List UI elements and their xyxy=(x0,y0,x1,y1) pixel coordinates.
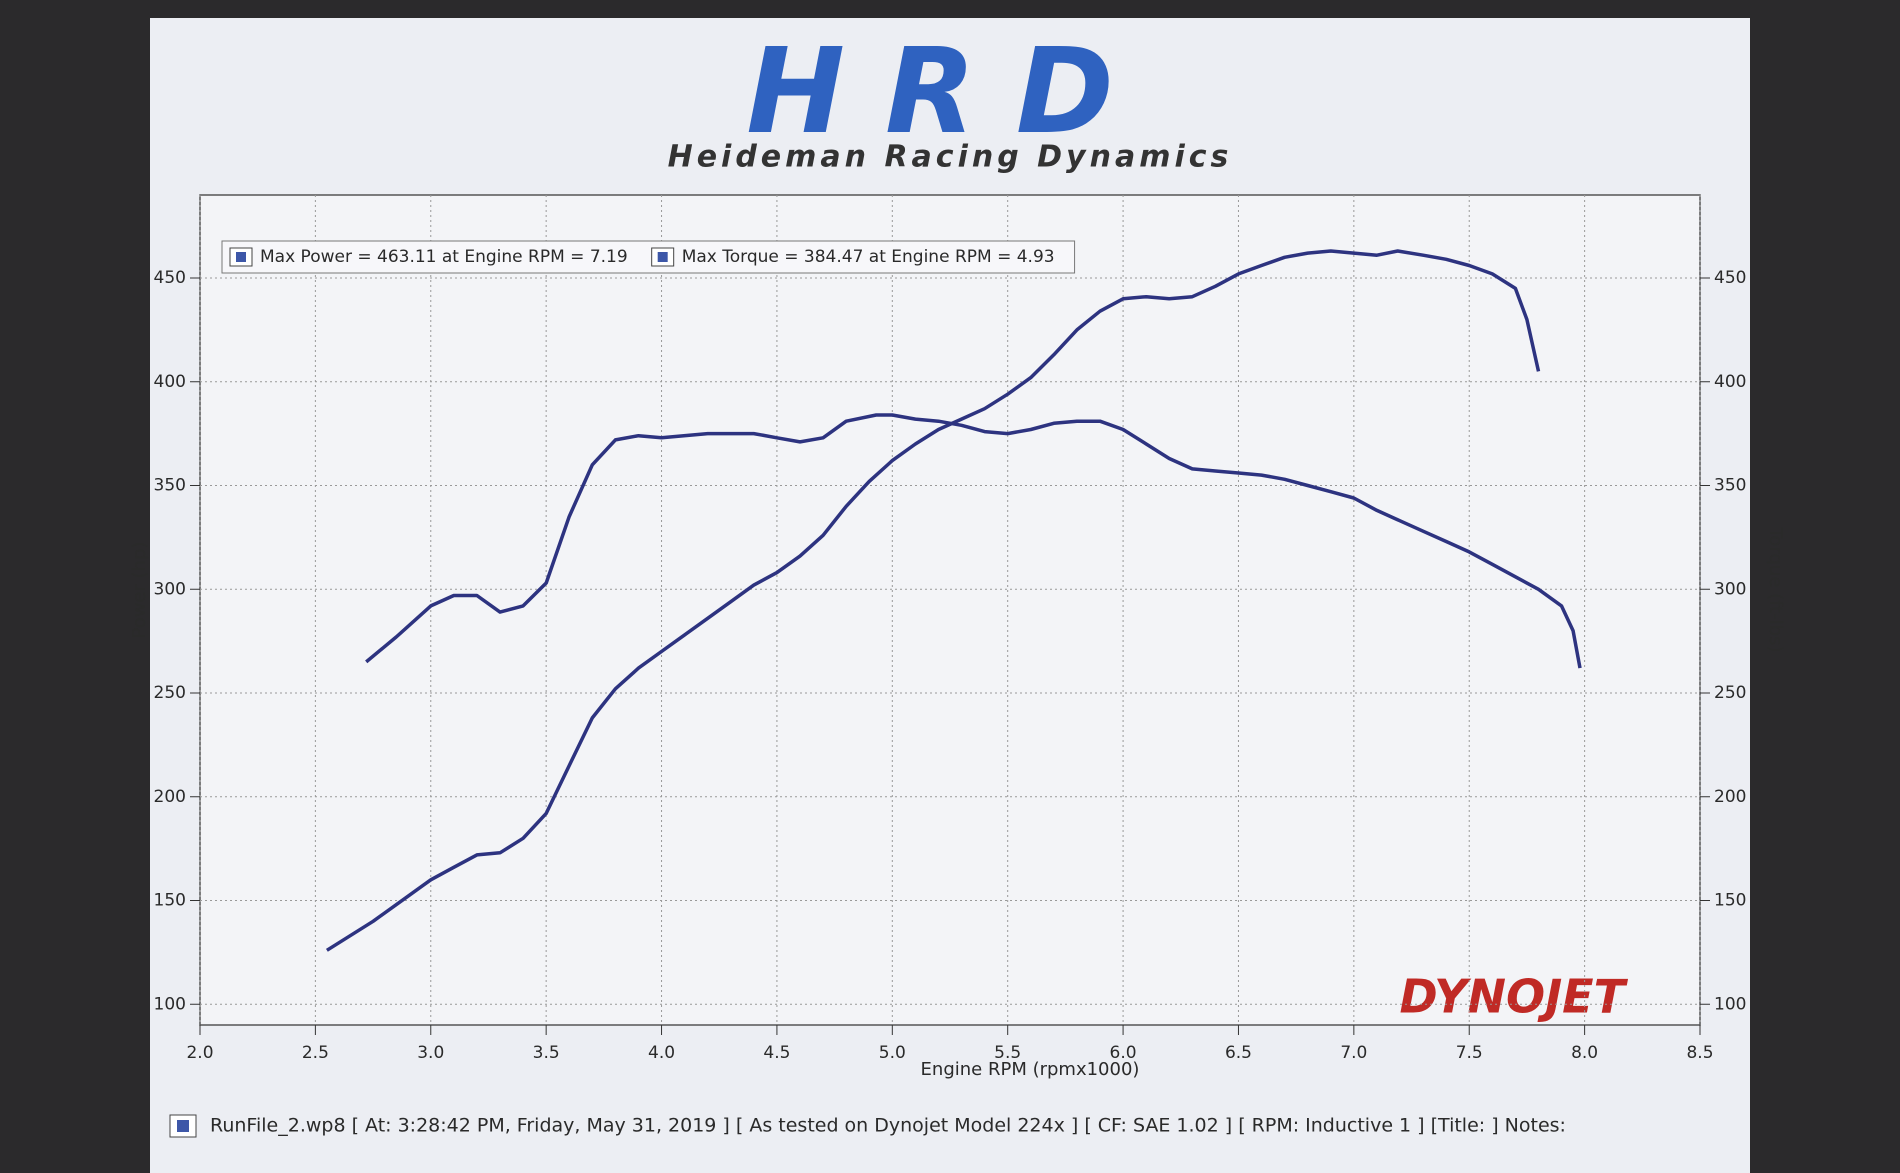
y-axis-title: Power (hp) xyxy=(129,541,150,638)
x-tick-label: 2.0 xyxy=(186,1043,213,1063)
x-tick-label: 7.5 xyxy=(1456,1043,1483,1063)
y2-axis-title: Torque (ft-lbs) xyxy=(1765,526,1786,652)
y2-tick-label: 300 xyxy=(1714,579,1746,599)
x-tick-label: 6.5 xyxy=(1225,1043,1252,1063)
legend-label: Max Power = 463.11 at Engine RPM = 7.19 xyxy=(260,247,628,267)
brand-logo: HRD xyxy=(746,22,1154,160)
series-line xyxy=(325,249,1541,952)
y2-tick-label: 400 xyxy=(1714,372,1746,392)
x-tick-label: 3.0 xyxy=(417,1043,444,1063)
y2-tick-label: 350 xyxy=(1714,476,1746,496)
y-tick-label: 300 xyxy=(154,579,186,599)
x-tick-label: 2.5 xyxy=(302,1043,329,1063)
x-tick-label: 5.5 xyxy=(994,1043,1021,1063)
watermark: DYNOJET xyxy=(1400,970,1629,1024)
y-tick-label: 350 xyxy=(154,476,186,496)
y-tick-label: 100 xyxy=(154,994,186,1014)
plot-area xyxy=(199,194,1701,1026)
x-tick-label: 6.0 xyxy=(1110,1043,1137,1063)
series-line xyxy=(365,413,1582,669)
footer: RunFile_2.wp8 [ At: 3:28:42 PM, Friday, … xyxy=(210,1115,1566,1137)
y2-tick-label: 250 xyxy=(1714,683,1746,703)
y-tick-label: 200 xyxy=(154,787,186,807)
footer-icon-inner xyxy=(177,1120,189,1132)
y-tick-label: 250 xyxy=(154,683,186,703)
x-tick-label: 8.0 xyxy=(1571,1043,1598,1063)
y-tick-label: 450 xyxy=(154,268,186,288)
x-tick-label: 4.0 xyxy=(648,1043,675,1063)
y-tick-label: 400 xyxy=(154,372,186,392)
y2-tick-label: 150 xyxy=(1714,891,1746,911)
x-tick-label: 4.5 xyxy=(763,1043,790,1063)
legend-marker-inner xyxy=(236,252,246,262)
x-tick-label: 3.5 xyxy=(533,1043,560,1063)
y2-tick-label: 200 xyxy=(1714,787,1746,807)
x-tick-label: 5.0 xyxy=(879,1043,906,1063)
legend-marker-inner xyxy=(657,252,668,262)
x-tick-label: 8.5 xyxy=(1686,1043,1713,1063)
legend-box xyxy=(221,240,1076,274)
legend-label: Max Torque = 384.47 at Engine RPM = 4.93 xyxy=(682,247,1055,267)
y-tick-label: 150 xyxy=(154,891,186,911)
x-axis-title: Engine RPM (rpmx1000) xyxy=(921,1059,1140,1080)
y2-tick-label: 450 xyxy=(1714,268,1746,288)
y2-tick-label: 100 xyxy=(1714,994,1746,1014)
brand-subtitle: Heideman Racing Dynamics xyxy=(668,140,1233,175)
x-tick-label: 7.0 xyxy=(1340,1043,1367,1063)
